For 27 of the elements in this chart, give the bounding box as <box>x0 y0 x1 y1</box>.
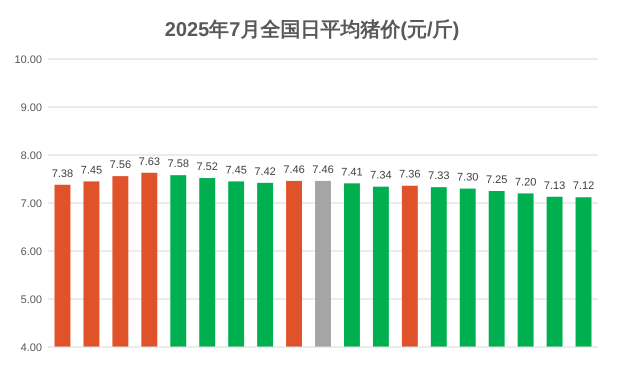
y-tick-label: 4.00 <box>20 342 42 354</box>
data-label: 7.30 <box>457 172 478 184</box>
y-tick-label: 10.00 <box>14 54 42 66</box>
data-label: 7.42 <box>254 166 276 178</box>
data-label: 7.45 <box>80 164 102 176</box>
y-tick-label: 9.00 <box>20 102 42 114</box>
data-label: 7.46 <box>312 164 334 176</box>
data-label: 7.56 <box>110 159 132 172</box>
data-label: 7.25 <box>486 174 508 186</box>
y-tick-label: 5.00 <box>20 294 42 306</box>
data-label: 7.63 <box>138 156 160 168</box>
data-label: 7.20 <box>514 176 536 188</box>
data-label: 7.52 <box>196 161 218 174</box>
data-label: 7.38 <box>52 168 74 180</box>
data-label: 7.45 <box>225 164 247 176</box>
data-label: 7.58 <box>168 158 189 170</box>
data-label: 7.46 <box>283 164 305 176</box>
data-label: 7.34 <box>370 170 392 182</box>
data-label: 7.12 <box>572 180 594 192</box>
data-label: 7.33 <box>428 170 450 182</box>
y-tick-label: 6.00 <box>20 246 42 258</box>
chart-title: 2025年7月全国日平均猪价(元/斤) <box>164 18 460 41</box>
y-tick-label: 8.00 <box>20 150 42 162</box>
data-label: 7.41 <box>341 166 363 178</box>
y-tick-label: 7.00 <box>20 198 42 210</box>
data-label: 7.13 <box>544 180 566 192</box>
data-label: 7.36 <box>399 168 421 181</box>
